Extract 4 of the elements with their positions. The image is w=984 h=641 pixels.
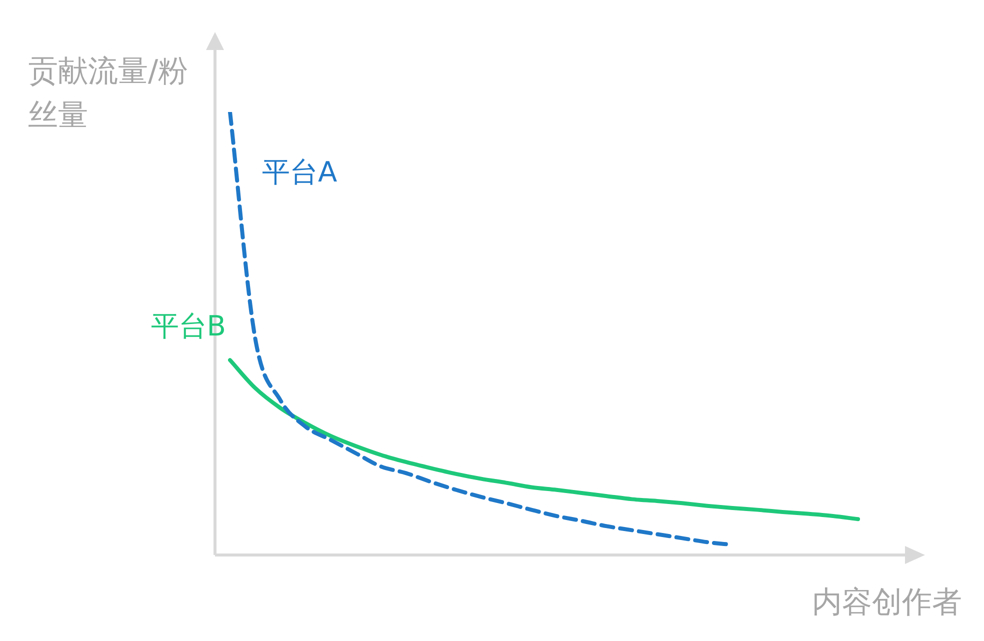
series-label: 平台B xyxy=(150,309,226,342)
y-axis-title: 贡献流量/粉丝量 xyxy=(28,53,190,135)
x-axis-title: 内容创作者 xyxy=(812,584,962,622)
series-label: 平台A xyxy=(262,155,338,188)
